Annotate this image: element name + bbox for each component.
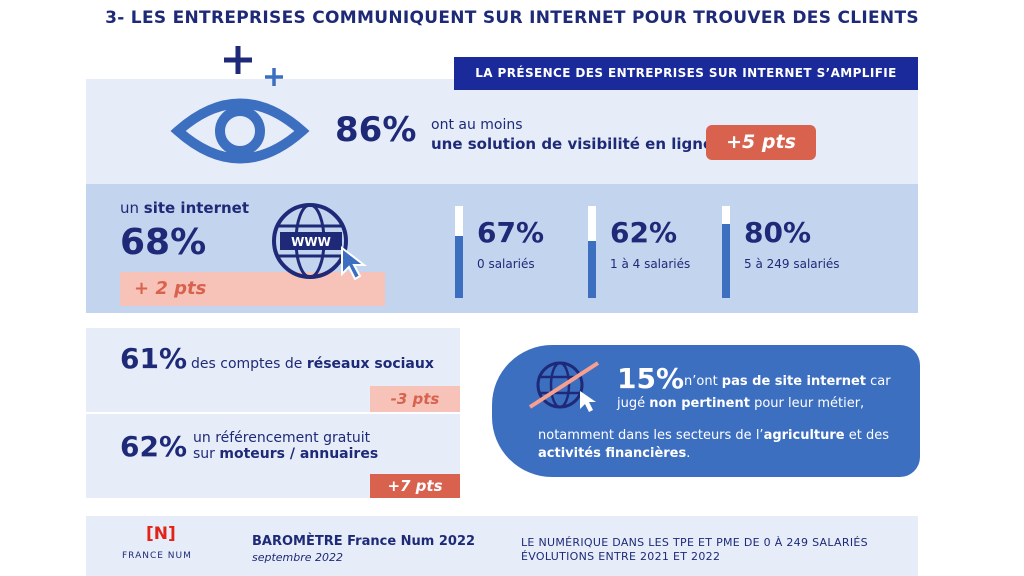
cursor-icon	[341, 245, 367, 281]
social-text: des comptes de réseaux sociaux	[191, 356, 434, 372]
breakdown-bar-fill	[588, 241, 596, 298]
eye-icon	[170, 98, 310, 164]
globe-crossed-icon	[528, 361, 600, 412]
breakdown-bar-track	[455, 206, 463, 298]
france-num-logo: [N]	[146, 524, 176, 544]
social-percent: 61%	[120, 342, 188, 375]
breakdown-bar-fill	[722, 224, 730, 298]
breakdown-percent: 67%	[477, 216, 545, 249]
no-site-line4: activités financières.	[538, 446, 691, 461]
referencing-line1: un référencement gratuit	[193, 430, 371, 446]
social-delta-badge: -3 pts	[370, 386, 460, 412]
visibility-line1: ont au moins	[431, 117, 523, 133]
footer	[86, 516, 918, 576]
breakdown-percent: 80%	[744, 216, 812, 249]
no-site-percent: 15%	[617, 362, 685, 395]
breakdown-percent: 62%	[610, 216, 678, 249]
referencing-percent: 62%	[120, 430, 188, 463]
breakdown-bar-fill	[455, 236, 463, 298]
website-delta-badge: + 2 pts	[120, 272, 385, 306]
no-site-line1: n’ont pas de site internet car	[684, 374, 891, 389]
footer-right-line1: LE NUMÉRIQUE DANS LES TPE ET PME DE 0 À …	[521, 536, 868, 549]
france-num-caption: FRANCE NUM	[122, 551, 192, 561]
visibility-percent: 86%	[335, 110, 417, 150]
referencing-delta-badge: +7 pts	[370, 474, 460, 498]
section-banner: LA PRÉSENCE DES ENTREPRISES SUR INTERNET…	[454, 57, 918, 90]
globe-www-icon: WWW	[272, 203, 348, 279]
website-label: un site internet	[120, 199, 250, 217]
breakdown-bar-track	[588, 206, 596, 298]
plus-icon	[224, 46, 283, 86]
page-title: 3- LES ENTREPRISES COMMUNIQUENT SUR INTE…	[105, 8, 919, 28]
no-site-line2: jugé non pertinent pour leur métier,	[617, 396, 865, 411]
footer-right-line2: ÉVOLUTIONS ENTRE 2021 ET 2022	[521, 550, 721, 563]
breakdown-label: 5 à 249 salariés	[744, 257, 840, 271]
www-label: WWW	[291, 235, 331, 249]
no-site-line3: notamment dans les secteurs de l’agricul…	[538, 428, 890, 443]
barometer-date: septembre 2022	[252, 551, 344, 564]
referencing-line2: sur moteurs / annuaires	[193, 446, 379, 462]
breakdown-bar-track	[722, 206, 730, 298]
barometer-title: BAROMÈTRE France Num 2022	[252, 534, 476, 549]
breakdown-label: 0 salariés	[477, 257, 535, 271]
website-percent: 68%	[120, 222, 207, 263]
visibility-delta-badge: +5 pts	[706, 125, 816, 160]
no-site-panel	[492, 345, 920, 477]
visibility-line2: une solution de visibilité en ligne	[431, 135, 714, 153]
breakdown-label: 1 à 4 salariés	[610, 257, 691, 271]
